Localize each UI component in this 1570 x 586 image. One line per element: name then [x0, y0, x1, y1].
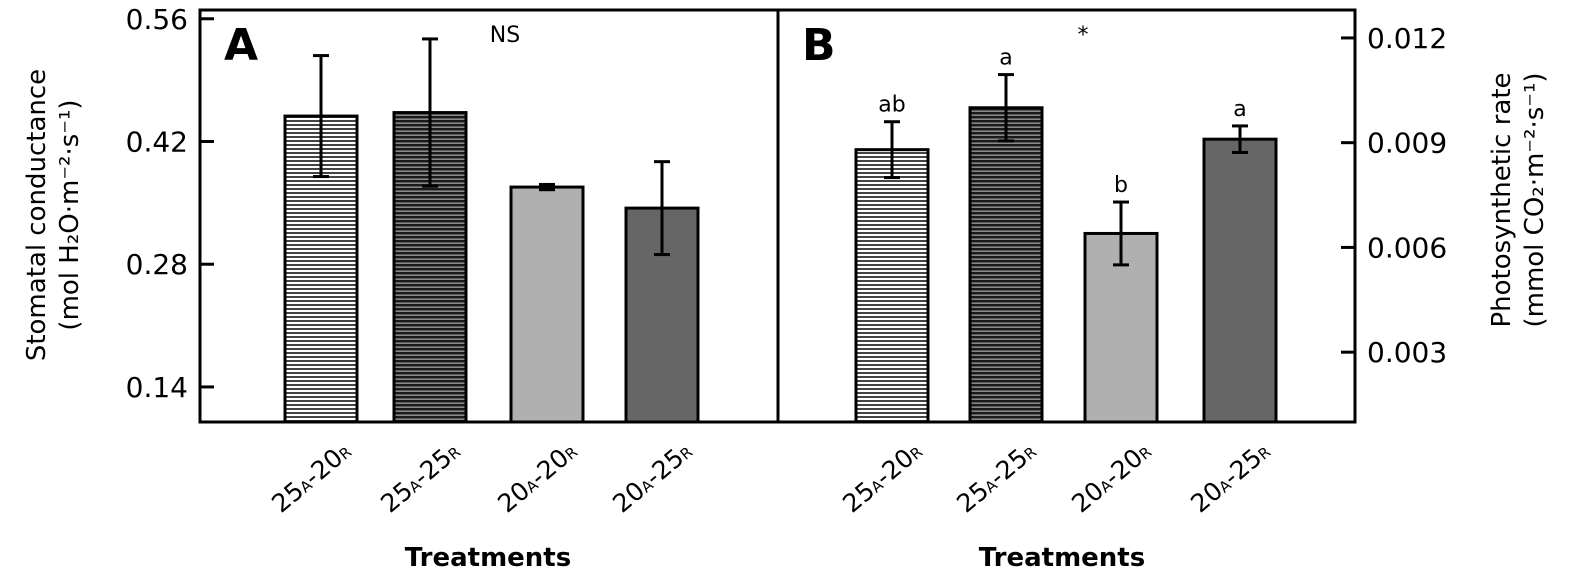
panel-a-label: A	[224, 20, 258, 71]
panel-b-error-bar-4	[1232, 124, 1248, 154]
panel-b-significance-letter: a	[1233, 97, 1246, 122]
panel-b-category-label: 25A-25R	[951, 436, 1041, 518]
panel-a-category-label: 25A-20R	[266, 436, 356, 518]
panel-b-bar-1	[854, 148, 930, 424]
panel-b-category-label: 20A-25R	[1185, 436, 1275, 518]
panel-a-category-label: 25A-25R	[375, 436, 465, 518]
y-axis-title-left-line1: Stomatal conductance	[22, 69, 52, 361]
y-axis-title-left-line2: (mol H₂O·m⁻²·s⁻¹)	[55, 99, 85, 330]
panel-a-y-tick-label: 0.14	[126, 371, 188, 404]
panel-a-significance: NS	[490, 23, 520, 48]
panel-b-category-label: 25A-20R	[837, 436, 927, 518]
panel-b-significance: *	[1078, 23, 1089, 48]
panel-b-y-tick-label: 0.003	[1367, 336, 1447, 369]
x-axis-title-b: Treatments	[979, 543, 1145, 573]
panel-b-error-bar-1	[884, 120, 900, 180]
panel-a-error-bar-4	[654, 160, 670, 257]
panel-b-y-axis: 0.012 0.009 0.006 0.003	[1341, 22, 1447, 369]
panel-a-y-tick-label: 0.42	[126, 125, 188, 158]
panel-a-error-bar-1	[313, 54, 329, 179]
panel-a-y-tick-label: 0.56	[126, 3, 188, 36]
panel-b-frame	[776, 8, 1357, 424]
panel-b-error-bar-3	[1113, 200, 1129, 267]
panel-b-category-label: 20A-20R	[1066, 436, 1156, 518]
panel-a-y-axis: 0.56 0.42 0.28 0.14	[126, 3, 214, 404]
panel-a-y-tick-label: 0.28	[126, 248, 188, 281]
x-axis-title-a: Treatments	[405, 543, 571, 573]
panel-b-y-tick-label: 0.012	[1367, 22, 1447, 55]
y-axis-title-right-line1: Photosynthetic rate	[1487, 72, 1517, 327]
panel-b-y-tick-label: 0.009	[1367, 127, 1447, 160]
panel-b-y-tick-label: 0.006	[1367, 231, 1447, 264]
panel-a-category-label: 20A-25R	[607, 436, 697, 518]
panel-b-bar-4	[1202, 137, 1278, 424]
panel-b-significance-letter: ab	[878, 93, 905, 118]
category-labels: 25A-20R25A-25R20A-20R20A-25R25A-20R25A-2…	[266, 436, 1275, 519]
panel-a-error-bar-3	[539, 182, 555, 192]
panel-a-category-label: 20A-20R	[492, 436, 582, 518]
panel-a-bars	[283, 37, 700, 424]
panel-b-significance-letter: b	[1114, 173, 1128, 198]
panel-a-error-bar-2	[422, 37, 438, 188]
panel-a-bar-3	[509, 185, 585, 424]
panel-b-label: B	[802, 20, 836, 71]
panel-b-bar-2	[968, 106, 1044, 424]
panel-b-significance-letter: a	[999, 46, 1012, 71]
y-axis-title-right-line2: (mmol CO₂·m⁻²·s⁻¹)	[1520, 72, 1550, 327]
panel-a-bar-1	[283, 114, 359, 424]
panel-b-error-bar-2	[998, 73, 1014, 143]
panel-a-bar-4	[624, 206, 700, 424]
